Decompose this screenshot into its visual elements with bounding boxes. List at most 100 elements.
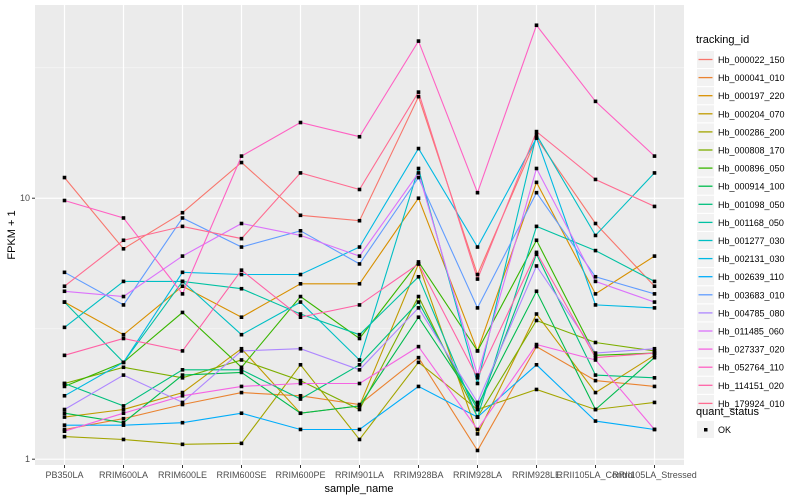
data-point [180, 373, 185, 377]
data-point [121, 404, 126, 408]
data-point [239, 358, 244, 362]
data-point [475, 448, 480, 453]
data-point [62, 198, 67, 203]
data-point [239, 272, 244, 277]
data-point [593, 99, 598, 104]
legend-label: Hb_000041_010 [718, 73, 785, 83]
data-point [62, 407, 67, 412]
data-point [298, 233, 303, 238]
legend: tracking_id Hb_000022_150 Hb_000041_010 Hb… [696, 34, 785, 438]
data-point [534, 289, 539, 294]
data-point [652, 279, 657, 284]
data-point [652, 154, 657, 158]
y-tick-label: 10 [20, 193, 30, 203]
data-point [357, 368, 362, 372]
data-point [475, 245, 480, 249]
data-point [298, 427, 303, 432]
data-point [475, 373, 480, 377]
legend-label: Hb_000197_220 [718, 91, 785, 101]
data-point [652, 306, 657, 310]
data-point [593, 358, 598, 362]
data-point [62, 384, 67, 389]
data-point [121, 216, 126, 220]
data-point [652, 376, 657, 380]
data-point [121, 411, 126, 416]
data-point [298, 272, 303, 277]
data-point [62, 270, 67, 275]
legend-label: Hb_001277_030 [718, 236, 785, 246]
data-point [357, 218, 362, 223]
data-point [62, 325, 67, 330]
y-axis: 1 10 [20, 193, 35, 464]
data-point [180, 368, 185, 372]
data-point [416, 196, 421, 201]
data-point [593, 419, 598, 423]
x-tick-label: RRIM928LE [512, 470, 561, 480]
legend-label: Hb_000204_070 [718, 109, 785, 119]
data-point [357, 134, 362, 139]
data-point [239, 286, 244, 291]
data-point [534, 23, 539, 28]
x-tick-label: RRIM928LA [453, 470, 502, 480]
data-point [180, 400, 185, 405]
data-point [298, 300, 303, 304]
data-point [593, 292, 598, 296]
data-point [180, 442, 185, 447]
data-point [416, 355, 421, 360]
data-point [475, 427, 480, 432]
data-point [652, 284, 657, 289]
data-point [534, 190, 539, 195]
data-point [357, 254, 362, 258]
data-point [121, 407, 126, 412]
data-point [180, 393, 185, 398]
legend-label: Hb_114151_020 [718, 381, 784, 391]
data-point [593, 177, 598, 182]
data-point [416, 146, 421, 151]
data-point [239, 368, 244, 372]
data-point [121, 294, 126, 299]
data-point [357, 358, 362, 362]
data-point [475, 381, 480, 386]
data-point [357, 381, 362, 386]
data-point [652, 355, 657, 360]
data-point [298, 294, 303, 299]
legend-label: Hb_000022_150 [718, 55, 785, 65]
legend-label: Hb_003683_010 [718, 290, 785, 300]
data-point [180, 270, 185, 275]
data-point [239, 154, 244, 158]
data-point [593, 351, 598, 355]
data-point [180, 349, 185, 353]
data-point [62, 175, 67, 180]
data-point [180, 279, 185, 284]
data-point [62, 300, 67, 304]
legend-label: Hb_000896_050 [718, 164, 785, 174]
data-point [593, 233, 598, 238]
data-point [62, 284, 67, 289]
data-point [62, 393, 67, 398]
data-point [475, 272, 480, 277]
legend-label: Hb_000914_100 [718, 182, 785, 192]
x-axis: PB350LA RRIM600LA RRIM600LE RRIM600SE RRIM60… [45, 465, 697, 480]
legend-label: Hb_179924_010 [718, 399, 785, 409]
data-point [593, 303, 598, 307]
legend-label: Hb_027337_020 [718, 345, 785, 355]
data-point [239, 384, 244, 389]
data-point [121, 420, 126, 425]
data-point [62, 381, 67, 386]
data-point [357, 245, 362, 249]
data-point [180, 292, 185, 296]
data-point [475, 376, 480, 380]
data-point [475, 349, 480, 353]
data-point [62, 289, 67, 294]
data-point [416, 306, 421, 310]
data-point [416, 90, 421, 94]
data-point [298, 397, 303, 401]
data-point [239, 441, 244, 446]
legend-label-ok: OK [718, 425, 731, 435]
data-point [180, 254, 185, 258]
data-point [239, 221, 244, 226]
data-point [593, 378, 598, 383]
legend-label: Hb_052764_110 [718, 363, 784, 373]
data-point [357, 303, 362, 307]
